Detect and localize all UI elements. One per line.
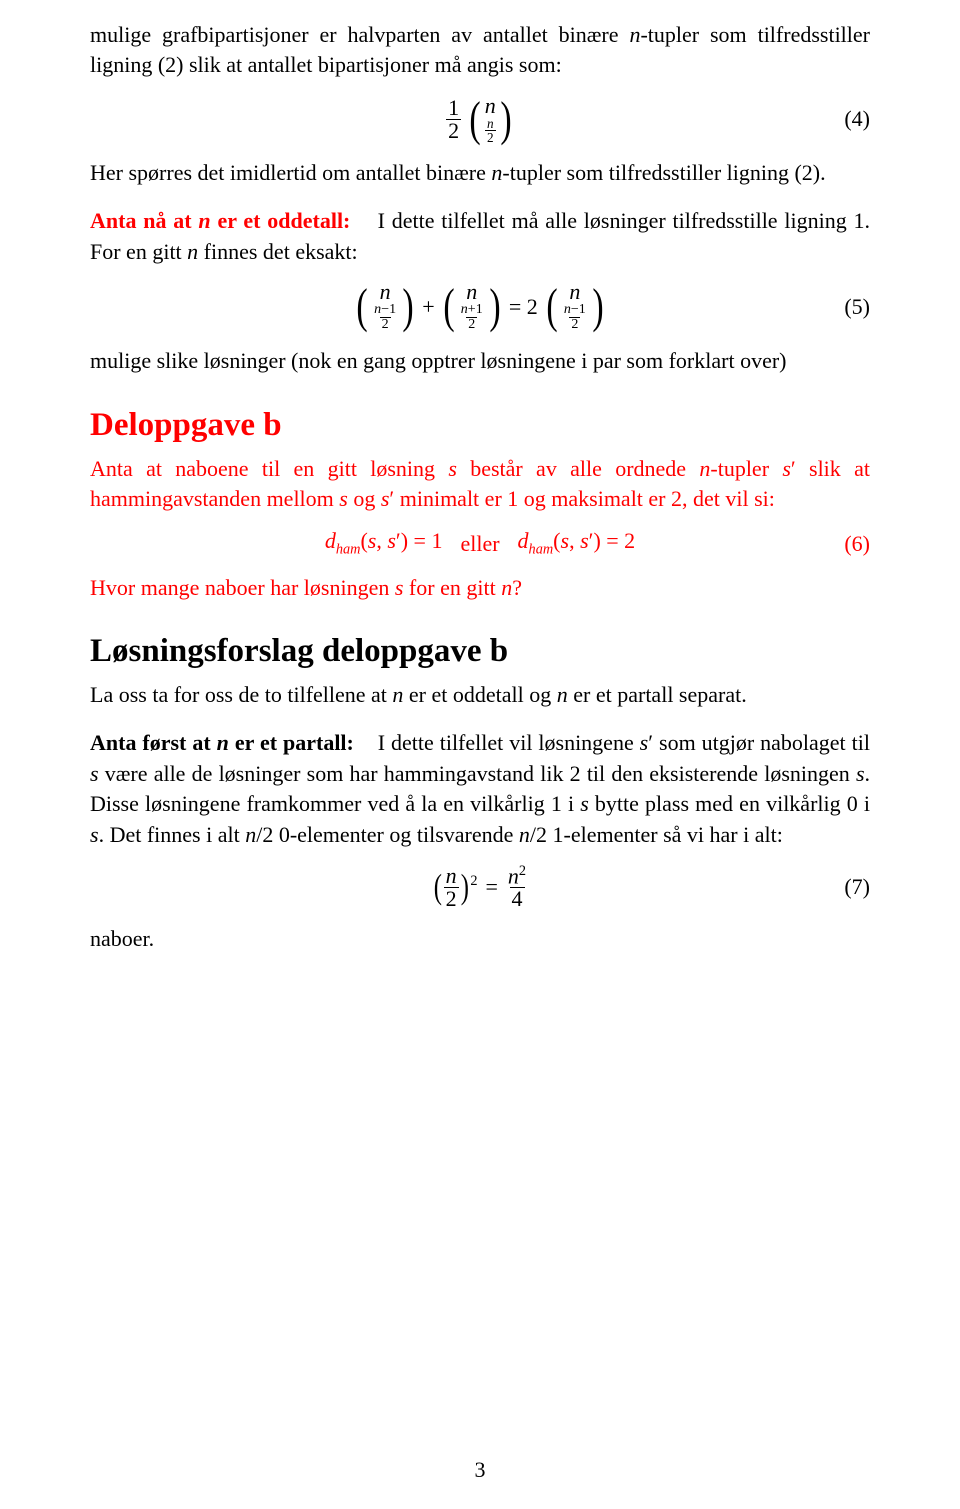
text: finnes det eksakt: [198, 239, 357, 264]
den: 2 [485, 130, 496, 144]
eq-label-5: (5) [830, 294, 870, 320]
eq-label-6: (6) [830, 531, 870, 557]
equation-7: ( n 2 ) 2 = n2 4 (7) [90, 864, 870, 910]
binomial: ( n n 2 ) [467, 95, 514, 144]
num: 1 [446, 97, 461, 119]
para-naboer: naboer. [90, 924, 870, 954]
runin-odd: Anta nå at n er et oddetall: [90, 208, 350, 233]
para-odd-case: Anta nå at n er et oddetall: I dette til… [90, 206, 870, 267]
den: 2 [446, 119, 461, 142]
para-even-case: Anta først at n er et partall: I dette t… [90, 728, 870, 849]
binom-1: ( n n−1 2 ) [354, 281, 416, 332]
para-solution-intro: La oss ta for oss de to tilfellene at n … [90, 680, 870, 710]
num: n [485, 117, 496, 130]
runin-even: Anta først at n er et partall: [90, 730, 354, 755]
plus: + [416, 294, 440, 320]
equation-5: ( n n−1 2 ) + ( n [90, 281, 870, 332]
var-n: n [187, 239, 198, 264]
binom-top: n [485, 95, 496, 117]
binom-3: ( n n−1 2 ) [544, 281, 606, 332]
text: -tupler som tilfredsstiller ligning (2). [502, 160, 825, 185]
eq6-lhs: dham(s, s′) = 1 [325, 528, 443, 558]
eq-label-7: (7) [830, 874, 870, 900]
para-question: Hvor mange naboer har løsningen s for en… [90, 573, 870, 603]
var-n: n [629, 22, 640, 47]
frac-n-2: n 2 [444, 865, 459, 910]
eq-label-4: (4) [830, 106, 870, 132]
frac-n2-4: n2 4 [506, 864, 528, 910]
fraction-half: 1 2 [446, 97, 461, 142]
binom-2: ( n n+1 2 ) [441, 281, 503, 332]
page-number: 3 [0, 1457, 960, 1483]
heading-solution-b: Løsningsforslag deloppgave b [90, 633, 870, 670]
eq6-rhs: dham(s, s′) = 2 [518, 528, 636, 558]
para-after-eq5: mulige slike løsninger (nok en gang oppt… [90, 346, 870, 376]
equation-4: 1 2 ( n n 2 ) (4) [90, 95, 870, 144]
text: mulige grafbipartisjoner er halvparten a… [90, 22, 629, 47]
para-intro: mulige grafbipartisjoner er halvparten a… [90, 20, 870, 81]
text: Her spørres det imidlertid om antallet b… [90, 160, 491, 185]
equation-6: dham(s, s′) = 1 eller dham(s, s′) = 2 (6… [90, 528, 870, 558]
heading-deloppgave-b: Deloppgave b [90, 407, 870, 444]
para-problem-b: Anta at naboene til en gitt løsning s be… [90, 454, 870, 515]
eq6-mid: eller [442, 531, 517, 557]
equals: = 2 [503, 294, 544, 320]
exponent: 2 [470, 873, 477, 890]
equals: = [478, 874, 506, 900]
para-after-eq4: Her spørres det imidlertid om antallet b… [90, 158, 870, 188]
var-n: n [491, 160, 502, 185]
